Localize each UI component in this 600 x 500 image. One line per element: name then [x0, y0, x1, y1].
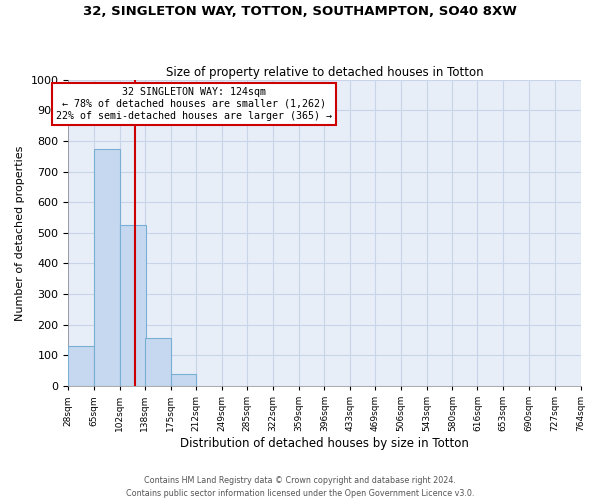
Bar [68, 346, 94, 386]
Y-axis label: Number of detached properties: Number of detached properties [15, 145, 25, 320]
Bar [94, 148, 120, 386]
Text: 32 SINGLETON WAY: 124sqm
← 78% of detached houses are smaller (1,262)
22% of sem: 32 SINGLETON WAY: 124sqm ← 78% of detach… [56, 88, 332, 120]
Bar [120, 225, 146, 386]
Bar [170, 374, 196, 386]
Text: Contains HM Land Registry data © Crown copyright and database right 2024.
Contai: Contains HM Land Registry data © Crown c… [126, 476, 474, 498]
Bar [145, 338, 170, 386]
X-axis label: Distribution of detached houses by size in Totton: Distribution of detached houses by size … [180, 437, 469, 450]
Title: Size of property relative to detached houses in Totton: Size of property relative to detached ho… [166, 66, 483, 78]
Text: 32, SINGLETON WAY, TOTTON, SOUTHAMPTON, SO40 8XW: 32, SINGLETON WAY, TOTTON, SOUTHAMPTON, … [83, 5, 517, 18]
